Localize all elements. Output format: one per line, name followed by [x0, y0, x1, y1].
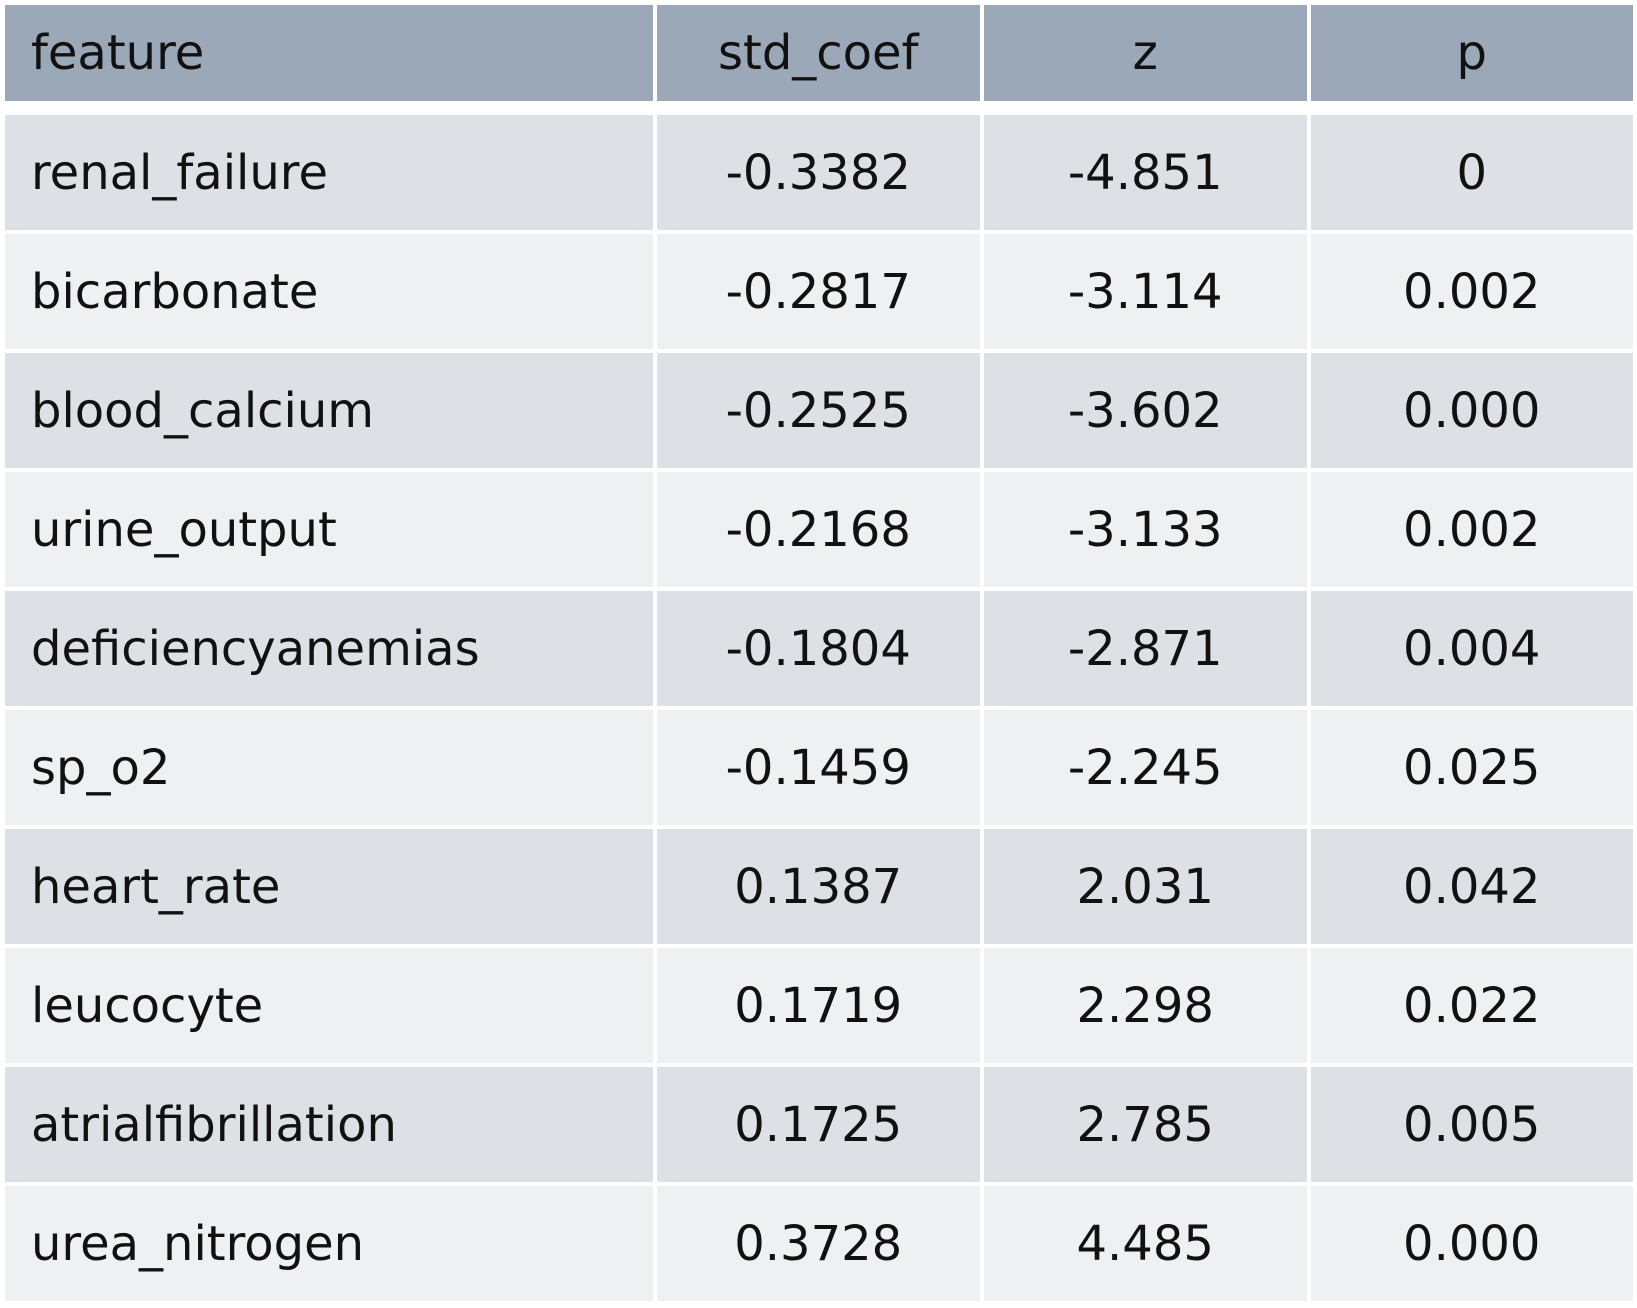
cell-p: 0: [1310, 115, 1633, 234]
cell-feature: leucocyte: [5, 948, 653, 1067]
table-row: atrialfibrillation 0.1725 2.785 0.005: [5, 1067, 1633, 1186]
cell-std-coef: -0.2817: [656, 234, 980, 353]
header-p: p: [1310, 5, 1633, 115]
header-z: z: [983, 5, 1307, 115]
table-row: deficiencyanemias -0.1804 -2.871 0.004: [5, 591, 1633, 710]
header-row: feature std_coef z p: [5, 5, 1633, 115]
cell-std-coef: -0.3382: [656, 115, 980, 234]
cell-std-coef: -0.2168: [656, 472, 980, 591]
cell-std-coef: 0.3728: [656, 1186, 980, 1305]
cell-p: 0.004: [1310, 591, 1633, 710]
cell-std-coef: 0.1725: [656, 1067, 980, 1186]
table-row: heart_rate 0.1387 2.031 0.042: [5, 829, 1633, 948]
table-row: urine_output -0.2168 -3.133 0.002: [5, 472, 1633, 591]
cell-p: 0.002: [1310, 472, 1633, 591]
cell-z: -3.133: [983, 472, 1307, 591]
cell-z: 2.298: [983, 948, 1307, 1067]
cell-std-coef: 0.1719: [656, 948, 980, 1067]
cell-std-coef: -0.1804: [656, 591, 980, 710]
cell-z: 2.031: [983, 829, 1307, 948]
cell-feature: heart_rate: [5, 829, 653, 948]
cell-p: 0.042: [1310, 829, 1633, 948]
cell-feature: blood_calcium: [5, 353, 653, 472]
cell-p: 0.000: [1310, 1186, 1633, 1305]
table-body: renal_failure -0.3382 -4.851 0 bicarbonate -0…: [5, 115, 1633, 1305]
cell-feature: urea_nitrogen: [5, 1186, 653, 1305]
cell-z: -3.602: [983, 353, 1307, 472]
cell-std-coef: -0.2525: [656, 353, 980, 472]
cell-p: 0.022: [1310, 948, 1633, 1067]
table-row: leucocyte 0.1719 2.298 0.022: [5, 948, 1633, 1067]
cell-std-coef: -0.1459: [656, 710, 980, 829]
cell-z: -3.114: [983, 234, 1307, 353]
cell-z: 4.485: [983, 1186, 1307, 1305]
cell-p: 0.025: [1310, 710, 1633, 829]
cell-feature: urine_output: [5, 472, 653, 591]
cell-z: -2.871: [983, 591, 1307, 710]
table-row: sp_o2 -0.1459 -2.245 0.025: [5, 710, 1633, 829]
header-std-coef: std_coef: [656, 5, 980, 115]
cell-feature: bicarbonate: [5, 234, 653, 353]
cell-p: 0.002: [1310, 234, 1633, 353]
table-row: renal_failure -0.3382 -4.851 0: [5, 115, 1633, 234]
cell-std-coef: 0.1387: [656, 829, 980, 948]
cell-z: 2.785: [983, 1067, 1307, 1186]
coefficient-table: feature std_coef z p renal_failure -0.338…: [1, 5, 1637, 1305]
cell-feature: deficiencyanemias: [5, 591, 653, 710]
cell-z: -2.245: [983, 710, 1307, 829]
header-feature: feature: [5, 5, 653, 115]
cell-feature: renal_failure: [5, 115, 653, 234]
table-row: bicarbonate -0.2817 -3.114 0.002: [5, 234, 1633, 353]
cell-p: 0.000: [1310, 353, 1633, 472]
cell-feature: sp_o2: [5, 710, 653, 829]
table-row: blood_calcium -0.2525 -3.602 0.000: [5, 353, 1633, 472]
cell-p: 0.005: [1310, 1067, 1633, 1186]
cell-feature: atrialfibrillation: [5, 1067, 653, 1186]
cell-z: -4.851: [983, 115, 1307, 234]
table-row: urea_nitrogen 0.3728 4.485 0.000: [5, 1186, 1633, 1305]
